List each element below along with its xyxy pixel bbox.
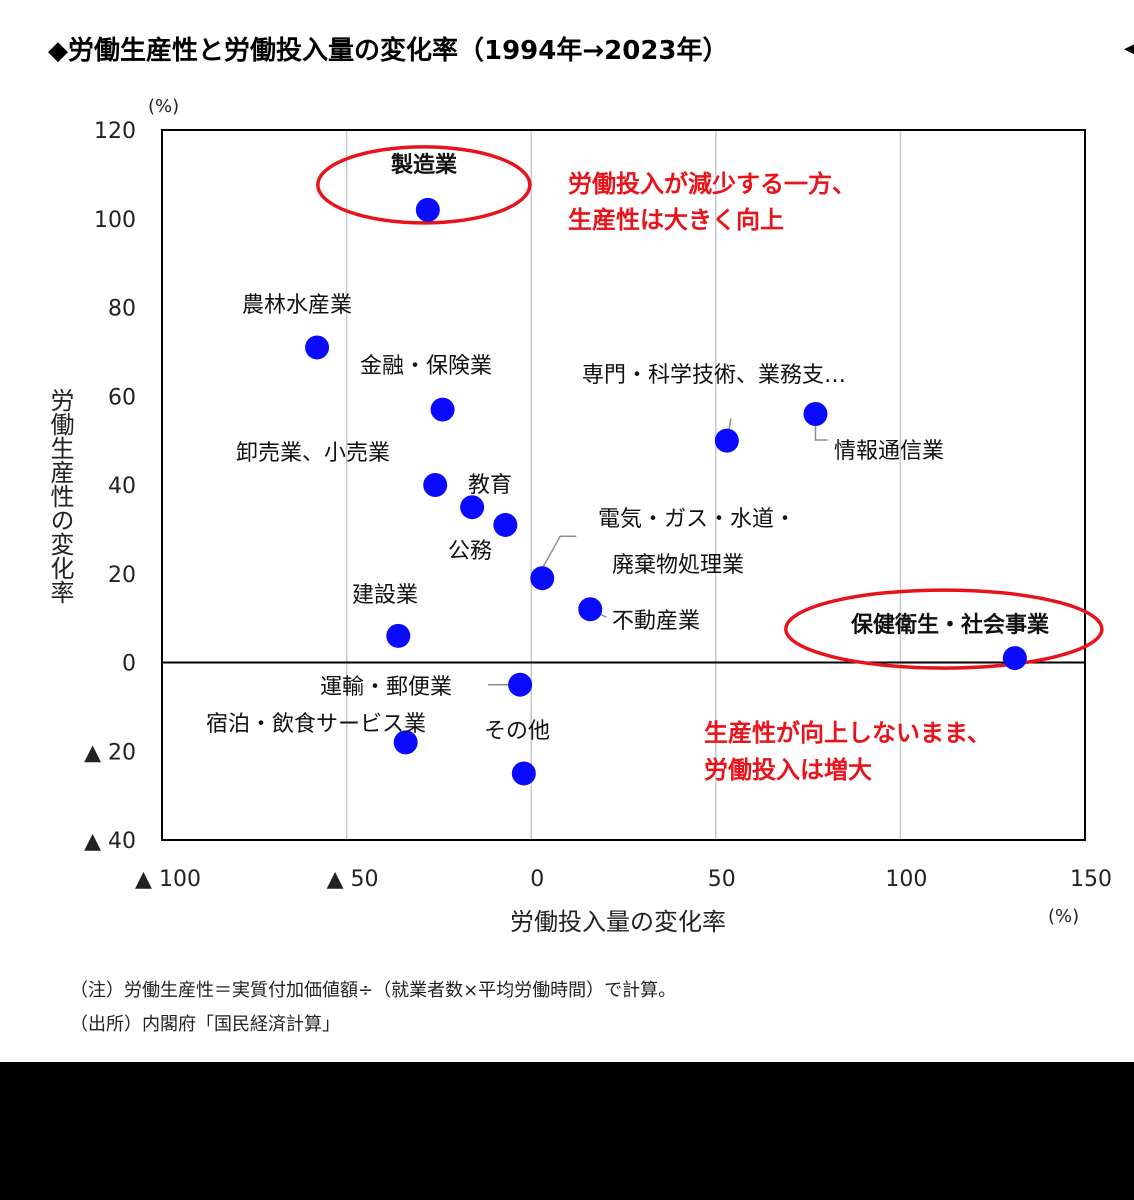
highlight-ellipses (316, 145, 1104, 670)
label-agriculture: 農林水産業 (242, 293, 352, 318)
label-healthcare: 保健衛生・社会事業 (850, 612, 1050, 638)
x-tick-label-2: 0 (530, 867, 544, 892)
annotation-top-line1: 労働投入が減少する一方、 (568, 170, 856, 198)
x-unit-label: (%) (1048, 906, 1079, 927)
label-ict: 情報通信業 (834, 439, 944, 464)
x-tick-label-5: 150 (1070, 867, 1112, 892)
y-unit-label: (%) (148, 96, 179, 117)
highlight-ellipse-manufacturing (316, 145, 532, 225)
title-marker-icon: ◀ (1124, 36, 1134, 61)
label-professional: 専門・科学技術、業務支… (582, 363, 846, 388)
label-public-service: 公務 (448, 539, 492, 564)
axis-layer: 120 100 80 60 40 20 0 ▲ 20 ▲ 40 ▲ 100 ▲ 50 0 50 100 15… (84, 119, 1112, 892)
label-hospitality: 宿泊・飲食サービス業 (206, 712, 426, 737)
label-other: その他 (484, 719, 550, 744)
leader-lines (488, 418, 828, 686)
label-manufacturing: 製造業 (390, 152, 458, 178)
x-tick-label-0: ▲ 100 (135, 867, 201, 892)
y-tick-label-2: 80 (108, 297, 136, 322)
data-point-5 (493, 512, 518, 537)
y-tick-label-0: 120 (94, 119, 136, 144)
y-axis-title: 労働生産性の変化率 (46, 388, 74, 604)
data-point-12 (508, 672, 533, 697)
label-electric-line1: 電気・ガス・水道・ (598, 507, 796, 532)
data-point-6 (530, 566, 555, 591)
y-tick-label-6: 0 (122, 652, 136, 677)
leader-line-2 (728, 418, 732, 431)
leader-line-3 (814, 422, 828, 441)
label-education: 教育 (468, 473, 512, 498)
x-tick-label-4: 100 (885, 867, 927, 892)
data-point-11 (1002, 646, 1027, 671)
annotation-bottom-line2: 労働投入は増大 (704, 756, 872, 784)
label-transport: 運輸・郵便業 (320, 675, 452, 700)
data-point-13 (393, 730, 418, 755)
label-electric-line2: 廃棄物処理業 (612, 553, 744, 578)
y-tick-label-8: ▲ 40 (84, 829, 136, 854)
data-point-4 (460, 495, 485, 520)
data-point-0 (415, 197, 440, 222)
data-point-7 (578, 597, 603, 622)
label-real-estate: 不動産業 (612, 609, 700, 634)
figure: ◆労働生産性と労働投入量の変化率（1994年→2023年） ◀ 120 100 80… (0, 0, 1134, 1062)
data-point-8 (386, 623, 411, 648)
label-wholesale: 卸売業、小売業 (236, 441, 390, 466)
chart-title: ◆労働生産性と労働投入量の変化率（1994年→2023年） (48, 36, 729, 66)
x-axis-title: 労働投入量の変化率 (510, 908, 726, 936)
annotation-top-line2: 生産性は大きく向上 (568, 206, 784, 234)
data-point-2 (430, 397, 455, 422)
data-point-9 (714, 428, 739, 453)
label-finance: 金融・保険業 (360, 354, 492, 379)
grid-layer (345, 130, 902, 840)
annotation-bottom-line1: 生産性が向上しないまま、 (704, 719, 991, 747)
chart-area: 120 100 80 60 40 20 0 ▲ 20 ▲ 40 ▲ 100 ▲ 50 0 50 100 15… (46, 96, 1112, 936)
y-tick-label-1: 100 (94, 208, 136, 233)
x-tick-label-1: ▲ 50 (327, 867, 379, 892)
footnote: （注）労働生産性＝実質付加価値額÷（就業者数×平均労働時間）で計算。 (70, 980, 677, 1001)
data-point-3 (423, 473, 448, 497)
leader-line-0 (541, 535, 577, 569)
y-tick-label-3: 60 (108, 385, 136, 410)
y-tick-label-7: ▲ 20 (84, 740, 136, 765)
x-tick-label-3: 50 (708, 867, 736, 892)
label-construction: 建設業 (352, 583, 418, 608)
plot-frame (161, 129, 1086, 841)
data-points (305, 197, 1027, 786)
y-tick-label-5: 20 (108, 563, 136, 588)
source-note: （出所）内閣府「国民経済計算」 (70, 1014, 340, 1035)
data-point-10 (803, 402, 828, 426)
y-tick-label-4: 40 (108, 474, 136, 499)
data-point-14 (511, 761, 536, 786)
highlight-ellipse-healthcare (784, 588, 1104, 670)
data-point-1 (305, 335, 330, 360)
